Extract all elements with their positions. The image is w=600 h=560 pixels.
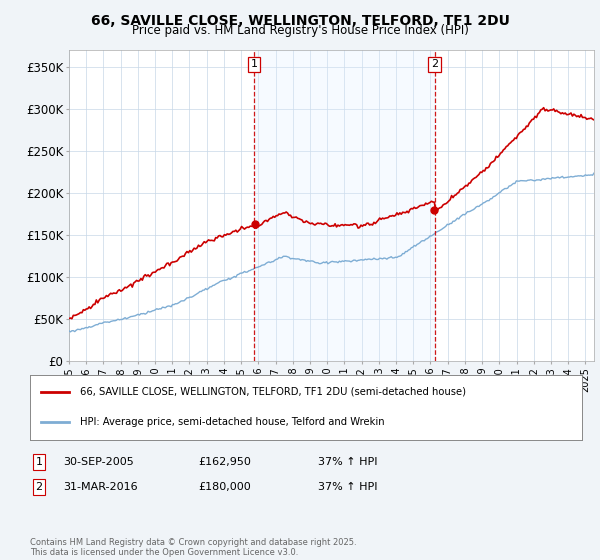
Text: 31-MAR-2016: 31-MAR-2016 [63, 482, 137, 492]
Text: 66, SAVILLE CLOSE, WELLINGTON, TELFORD, TF1 2DU (semi-detached house): 66, SAVILLE CLOSE, WELLINGTON, TELFORD, … [80, 387, 466, 397]
Text: 66, SAVILLE CLOSE, WELLINGTON, TELFORD, TF1 2DU: 66, SAVILLE CLOSE, WELLINGTON, TELFORD, … [91, 14, 509, 28]
Text: 2: 2 [35, 482, 43, 492]
Text: 2: 2 [431, 59, 439, 69]
Text: HPI: Average price, semi-detached house, Telford and Wrekin: HPI: Average price, semi-detached house,… [80, 417, 385, 427]
Text: Price paid vs. HM Land Registry's House Price Index (HPI): Price paid vs. HM Land Registry's House … [131, 24, 469, 37]
Bar [254, 50, 435, 361]
Text: Contains HM Land Registry data © Crown copyright and database right 2025.
This d: Contains HM Land Registry data © Crown c… [30, 538, 356, 557]
Text: 37% ↑ HPI: 37% ↑ HPI [318, 482, 377, 492]
Text: 30-SEP-2005: 30-SEP-2005 [63, 457, 134, 467]
Text: £180,000: £180,000 [198, 482, 251, 492]
Text: 37% ↑ HPI: 37% ↑ HPI [318, 457, 377, 467]
Text: 1: 1 [35, 457, 43, 467]
Text: £162,950: £162,950 [198, 457, 251, 467]
Text: 1: 1 [251, 59, 257, 69]
